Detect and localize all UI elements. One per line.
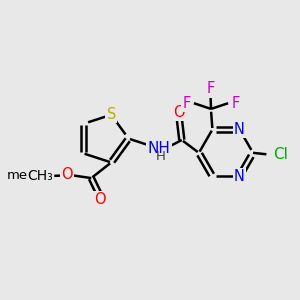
Text: S: S [106, 107, 116, 122]
Text: F: F [232, 96, 240, 111]
Text: O: O [94, 192, 106, 207]
Text: Cl: Cl [273, 147, 288, 162]
Text: CH₃: CH₃ [27, 169, 53, 183]
Text: N: N [234, 122, 245, 137]
Text: F: F [206, 82, 214, 97]
Text: H: H [156, 150, 166, 163]
Text: methyl: methyl [6, 169, 53, 182]
Text: NH: NH [148, 141, 170, 156]
Text: O: O [173, 105, 185, 120]
Text: O: O [61, 167, 73, 182]
Text: N: N [234, 169, 245, 184]
Text: F: F [182, 96, 190, 111]
